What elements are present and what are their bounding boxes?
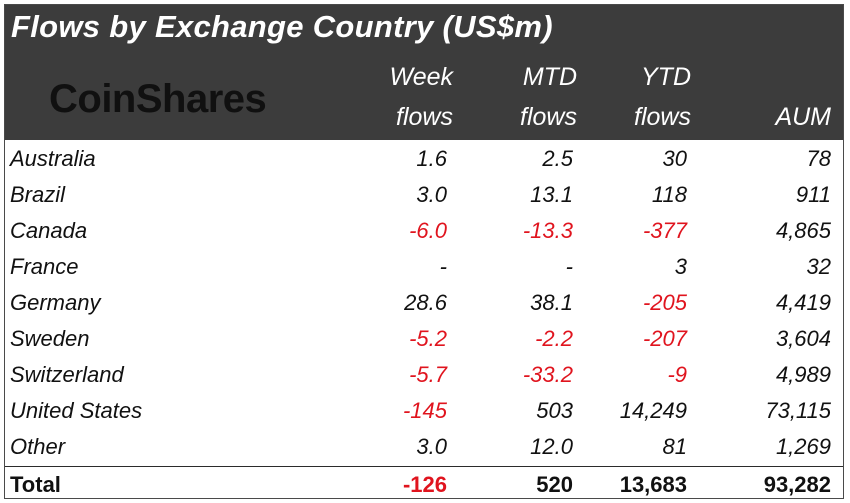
col-week-line2: flows — [396, 103, 453, 131]
mtd-flows-cell: 12.0 — [530, 434, 573, 459]
country-cell: Brazil — [10, 182, 66, 207]
table-row: Brazil 3.0 13.1 118 911 — [5, 177, 843, 213]
table-row: Canada -6.0 -13.3 -377 4,865 — [5, 213, 843, 249]
week-flows-cell: -126 — [402, 472, 447, 497]
table-row: France - - 3 32 — [5, 249, 843, 285]
total-divider — [5, 466, 843, 467]
aum-cell: 1,269 — [775, 434, 831, 459]
mtd-flows-cell: -2.2 — [535, 326, 573, 351]
week-flows-cell: 3.0 — [416, 182, 447, 207]
aum-cell: 4,865 — [775, 218, 831, 243]
table-row: Other 3.0 12.0 81 1,269 — [5, 429, 843, 465]
mtd-flows-cell: 13.1 — [530, 182, 573, 207]
ytd-flows-cell: 30 — [662, 146, 687, 171]
col-mtd-line1: MTD — [522, 63, 577, 91]
table-header: Flows by Exchange Country (US$m) CoinSha… — [5, 5, 843, 140]
aum-cell: 911 — [795, 182, 831, 207]
country-cell: Germany — [10, 290, 101, 315]
week-flows-cell: -5.7 — [409, 362, 447, 387]
col-aum-line2: AUM — [775, 103, 831, 131]
mtd-flows-cell: 38.1 — [530, 290, 573, 315]
col-week-line1: Week — [389, 63, 453, 91]
aum-cell: 78 — [806, 146, 831, 171]
table-title: Flows by Exchange Country (US$m) — [11, 9, 553, 44]
ytd-flows-cell: -9 — [667, 362, 687, 387]
country-cell: Sweden — [10, 326, 90, 351]
mtd-flows-cell: 520 — [536, 472, 573, 497]
country-cell: Switzerland — [10, 362, 124, 387]
mtd-flows-cell: - — [565, 254, 573, 279]
flows-table: Flows by Exchange Country (US$m) CoinSha… — [4, 4, 844, 499]
country-cell: Total — [10, 472, 61, 497]
week-flows-cell: 3.0 — [416, 434, 447, 459]
table-row: Australia 1.6 2.5 30 78 — [5, 141, 843, 177]
country-cell: Other — [10, 434, 66, 459]
aum-cell: 93,282 — [763, 472, 831, 497]
col-ytd-line2: flows — [634, 103, 691, 131]
ytd-flows-cell: -377 — [642, 218, 687, 243]
table-row: Germany 28.6 38.1 -205 4,419 — [5, 285, 843, 321]
ytd-flows-cell: 3 — [674, 254, 687, 279]
mtd-flows-cell: 2.5 — [542, 146, 573, 171]
mtd-flows-cell: 503 — [536, 398, 573, 423]
ytd-flows-cell: -207 — [642, 326, 687, 351]
aum-cell: 4,989 — [775, 362, 831, 387]
table-row: United States -145 503 14,249 73,115 — [5, 393, 843, 429]
aum-cell: 32 — [806, 254, 831, 279]
week-flows-cell: -5.2 — [409, 326, 447, 351]
col-mtd-line2: flows — [520, 103, 577, 131]
country-cell: France — [10, 254, 79, 279]
ytd-flows-cell: 118 — [651, 182, 687, 207]
ytd-flows-cell: 14,249 — [619, 398, 687, 423]
mtd-flows-cell: -33.2 — [522, 362, 573, 387]
col-ytd-line1: YTD — [641, 63, 691, 91]
table-row: Sweden -5.2 -2.2 -207 3,604 — [5, 321, 843, 357]
total-row: Total -126 520 13,683 93,282 — [5, 467, 843, 498]
ytd-flows-cell: -205 — [642, 290, 687, 315]
aum-cell: 3,604 — [775, 326, 831, 351]
country-cell: United States — [10, 398, 143, 423]
aum-cell: 4,419 — [775, 290, 831, 315]
coinshares-logo: CoinShares — [49, 77, 267, 121]
aum-cell: 73,115 — [765, 398, 831, 423]
country-cell: Canada — [10, 218, 88, 243]
ytd-flows-cell: 13,683 — [619, 472, 687, 497]
week-flows-cell: -145 — [402, 398, 447, 423]
week-flows-cell: 1.6 — [416, 146, 447, 171]
week-flows-cell: -6.0 — [409, 218, 447, 243]
week-flows-cell: 28.6 — [404, 290, 447, 315]
mtd-flows-cell: -13.3 — [522, 218, 573, 243]
table-row: Switzerland -5.7 -33.2 -9 4,989 — [5, 357, 843, 393]
country-cell: Australia — [10, 146, 96, 171]
week-flows-cell: - — [439, 254, 447, 279]
ytd-flows-cell: 81 — [662, 434, 687, 459]
